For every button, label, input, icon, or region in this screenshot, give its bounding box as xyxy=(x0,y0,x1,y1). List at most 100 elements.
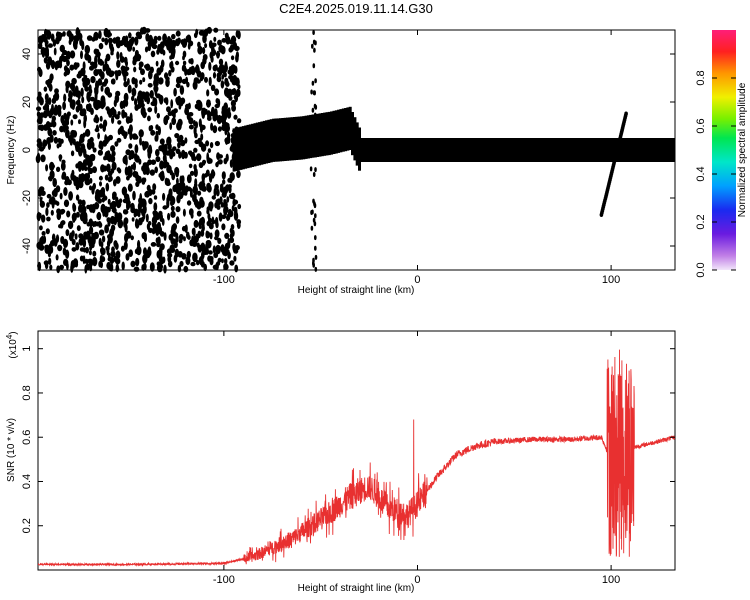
spectrogram-cell xyxy=(233,114,238,120)
spectrogram-cell xyxy=(564,148,568,154)
spectrogram-cell xyxy=(258,140,262,149)
spectrogram-cell xyxy=(304,140,308,149)
colorbar-ticks: 0.0 0.2 0.4 0.6 0.8 xyxy=(695,70,736,278)
spectrogram-cell xyxy=(173,108,178,114)
spectrogram-cell xyxy=(216,72,221,79)
spectrogram-cell xyxy=(51,119,55,125)
spectrogram-cell xyxy=(75,194,80,201)
spectrogram-cell xyxy=(44,102,50,111)
spectrogram-cell xyxy=(104,224,109,234)
spectrogram-cell xyxy=(80,143,86,153)
spectrogram-cell xyxy=(96,211,102,221)
spectrogram-cell xyxy=(553,148,557,153)
spectrogram-cell xyxy=(89,226,94,235)
spectrogram-cell xyxy=(154,166,158,174)
spectrogram-cell xyxy=(88,218,94,227)
spectrogram-cell xyxy=(125,60,128,67)
spectrogram-cell xyxy=(215,98,219,104)
spectrogram-cell xyxy=(56,166,61,172)
spectrogram-cell xyxy=(224,87,229,97)
spectrogram-cell xyxy=(272,139,276,148)
spectrogram-cell xyxy=(158,94,164,103)
spectrogram-cell xyxy=(611,148,615,153)
spectrogram-cell xyxy=(395,148,399,153)
spectrogram-cell xyxy=(116,137,122,143)
spectrogram-cell xyxy=(221,74,225,80)
spectrogram-cell xyxy=(667,148,670,154)
spectrogram-cell xyxy=(98,229,105,236)
spectrogram-cell xyxy=(107,153,113,163)
spectrogram-cell xyxy=(404,147,408,153)
spectrogram-cell xyxy=(344,129,348,138)
spectrogram-cell xyxy=(65,129,70,139)
spectrogram-cell xyxy=(218,212,223,222)
spectrogram-cell xyxy=(179,85,185,95)
spectrogram-cell xyxy=(223,116,226,126)
spectrogram-cell xyxy=(234,93,239,103)
spectrogram-cell xyxy=(170,66,175,73)
spectrogram-cell xyxy=(103,156,107,161)
spectrogram-cell xyxy=(100,85,104,92)
spectrogram-cell xyxy=(165,181,171,187)
spectrogram-cell xyxy=(253,137,257,147)
spectrogram-cell xyxy=(101,235,106,243)
spectrogram-cell xyxy=(497,147,501,153)
spectrogram-cell xyxy=(50,209,54,216)
spectrogram-cell xyxy=(70,263,74,273)
spectrogram-cell xyxy=(89,65,94,71)
spectrogram-cell xyxy=(191,228,195,235)
spectrogram-cell xyxy=(125,253,130,261)
spectrogram-cell xyxy=(58,32,64,38)
spectrogram-cell xyxy=(157,236,161,246)
spectrogram-cell xyxy=(469,146,473,152)
spectrogram-cell xyxy=(154,87,158,97)
spectrogram-cell xyxy=(182,38,188,48)
spectrogram-cell xyxy=(78,237,84,246)
spectrogram-cell xyxy=(511,146,515,152)
spectrogram-cell xyxy=(388,146,392,152)
spectrogram-cell xyxy=(217,159,223,165)
spectrogram-cell xyxy=(85,246,89,254)
spectrogram-cell xyxy=(624,111,628,116)
spectrogram-cell xyxy=(82,159,87,167)
spectrogram-cell xyxy=(539,148,543,153)
spectrogram-cell xyxy=(60,220,66,226)
spectrogram-cell xyxy=(106,261,112,270)
spectrogram-cell xyxy=(208,61,212,71)
spectrogram-cell xyxy=(188,124,194,130)
spectrogram-cell xyxy=(509,148,512,153)
spectrogram-cell xyxy=(172,146,177,152)
spectrogram-cell xyxy=(94,202,100,210)
spectrogram-cell xyxy=(150,50,156,58)
spectrogram-cell xyxy=(632,147,636,152)
spectrogram-cell xyxy=(46,137,52,144)
spectrogram-cell xyxy=(648,147,652,153)
colorbar-tick-label: 0.2 xyxy=(695,214,707,229)
spectrogram-cell xyxy=(50,33,55,42)
spectrogram-cell xyxy=(92,147,97,153)
spectrogram-cell xyxy=(192,185,198,194)
spectrogram-cell xyxy=(171,33,176,40)
spectrogram-cell xyxy=(105,182,110,192)
spectrogram-cell xyxy=(265,136,269,145)
spectrogram-cell xyxy=(164,143,168,152)
colorbar-tick-label: 0.0 xyxy=(695,262,707,277)
spectrogram-cell xyxy=(86,104,90,112)
spectrogram-cell xyxy=(205,108,208,115)
spectrogram-cell xyxy=(69,82,74,90)
spectrogram-cell xyxy=(197,230,201,239)
spectrogram-cell xyxy=(457,147,461,153)
spectrogram-cell xyxy=(139,193,143,203)
spectrogram-cell xyxy=(169,55,173,60)
spectrogram-cell xyxy=(196,99,202,105)
spectrogram-cell xyxy=(448,148,452,154)
spectrogram-cell xyxy=(206,89,210,97)
spectrogram-cells xyxy=(35,26,675,274)
spectrogram-cell xyxy=(133,266,140,272)
spectrogram-cell xyxy=(224,258,228,265)
spectrogram-cell xyxy=(141,177,146,185)
spectrogram-cell xyxy=(41,231,46,236)
spectrogram-cell xyxy=(353,133,357,143)
spectrogram-cell xyxy=(42,34,46,40)
spectrogram-cell xyxy=(68,135,74,143)
